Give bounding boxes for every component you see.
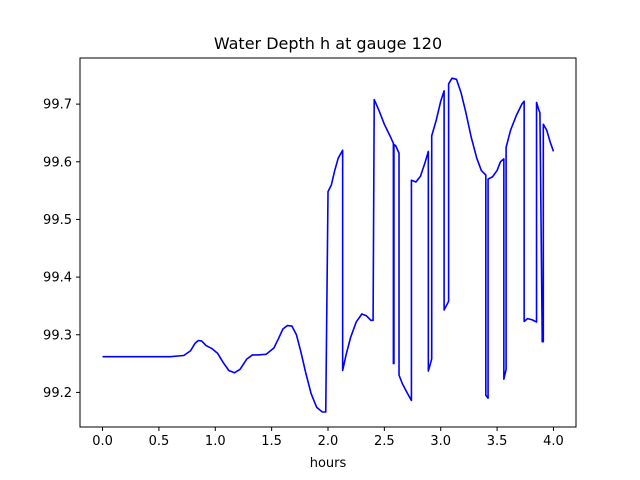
y-tick-label: 99.2 bbox=[43, 386, 72, 401]
x-tick-label: 1.5 bbox=[261, 434, 282, 449]
y-tick-label: 99.3 bbox=[43, 328, 72, 343]
series-line-0 bbox=[102, 77, 555, 413]
x-tick-label: 0.0 bbox=[92, 434, 113, 449]
chart-title: Water Depth h at gauge 120 bbox=[214, 34, 442, 53]
x-tick-label: 2.0 bbox=[318, 434, 339, 449]
x-axis-label: hours bbox=[310, 456, 347, 471]
x-tick-label: 1.0 bbox=[205, 434, 226, 449]
x-tick-label: 4.0 bbox=[543, 434, 564, 449]
x-tick-label: 2.5 bbox=[374, 434, 395, 449]
x-tick-label: 3.0 bbox=[430, 434, 451, 449]
x-tick-label: 0.5 bbox=[149, 434, 170, 449]
x-tick-label: 3.5 bbox=[487, 434, 508, 449]
y-tick-label: 99.4 bbox=[43, 271, 72, 286]
plot-frame bbox=[79, 57, 577, 428]
y-tick-label: 99.6 bbox=[43, 155, 72, 170]
y-tick-label: 99.7 bbox=[43, 98, 72, 113]
y-tick-label: 99.5 bbox=[43, 213, 72, 228]
